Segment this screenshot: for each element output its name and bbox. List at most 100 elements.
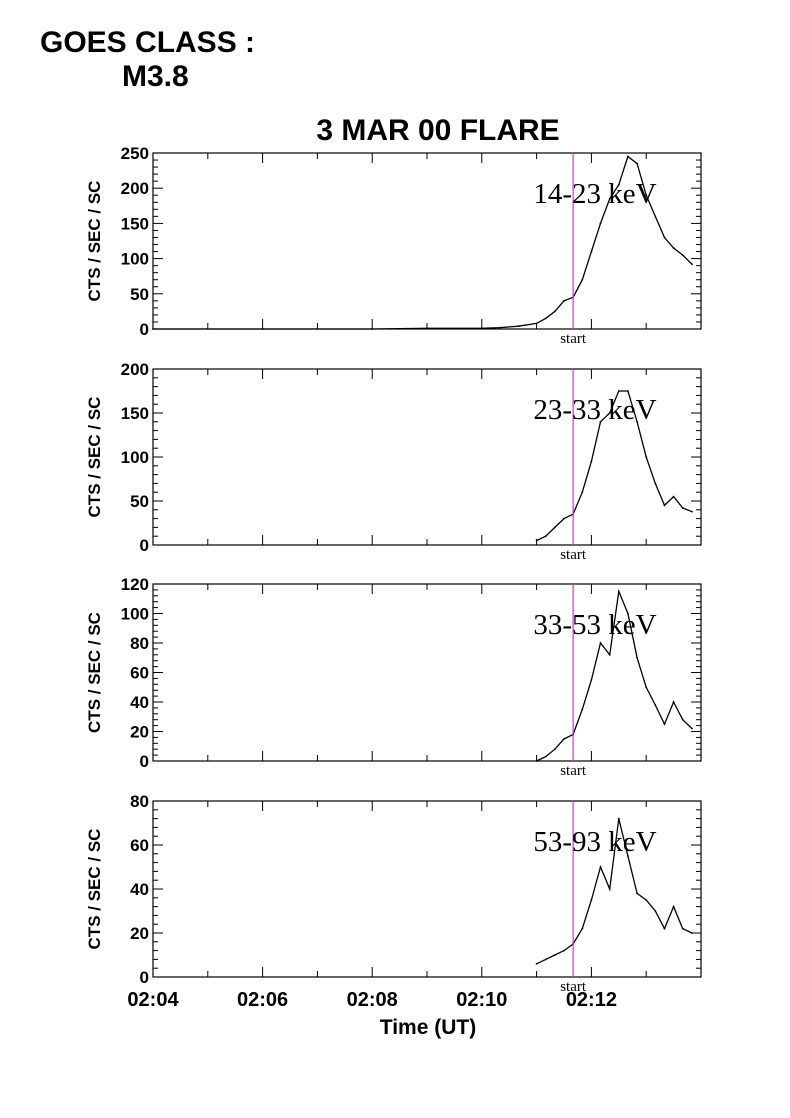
data-point [654, 910, 657, 912]
data-point [672, 701, 675, 703]
data-point [691, 510, 693, 513]
data-point [599, 420, 602, 423]
data-point [608, 197, 611, 200]
data-point [581, 491, 584, 494]
energy-band-label: 33-53 keV [533, 609, 656, 641]
data-point [636, 656, 638, 659]
data-point [636, 162, 638, 165]
panel-1: 0 50 100 150 200 250 CTS / SEC / SC start 14-23 … [85, 144, 702, 347]
data-point [608, 412, 611, 414]
start-marker-label: start [560, 763, 587, 779]
energy-band-label: 14-23 keV [533, 178, 656, 210]
data-point [426, 327, 428, 330]
series-line [536, 390, 693, 542]
data-point [627, 855, 629, 857]
data-point [645, 899, 648, 901]
data-point [672, 905, 675, 908]
panel-3: 0 20 40 60 80 100 120 CTS / SEC / SC start 33-53 … [85, 575, 702, 779]
x-tick-label: 02:08 [347, 989, 398, 1011]
data-point [645, 456, 648, 458]
data-point [554, 526, 556, 529]
data-point [663, 927, 666, 930]
y-tick-label: 50 [130, 285, 149, 304]
data-point [599, 642, 602, 644]
data-point [371, 328, 374, 330]
y-axis-label: CTS / SEC / SC [85, 397, 104, 518]
start-marker-label: start [560, 331, 587, 347]
data-point [554, 748, 556, 751]
y-tick-label: 200 [121, 179, 149, 198]
y-tick-label: 250 [121, 144, 149, 163]
data-point [663, 236, 666, 239]
data-point [563, 517, 565, 520]
data-point [581, 708, 584, 711]
goes-class-label: GOES CLASS : [40, 26, 256, 59]
goes-class-value: M3.8 [122, 60, 189, 93]
data-point [480, 327, 483, 330]
data-point [608, 653, 611, 656]
y-tick-label: 120 [121, 575, 149, 594]
data-point [599, 222, 602, 225]
x-tick-label: 02:12 [566, 989, 617, 1011]
data-point [672, 495, 675, 498]
y-tick-label: 20 [130, 924, 149, 943]
y-tick-label: 50 [130, 492, 149, 511]
data-point [617, 590, 620, 593]
data-point [563, 949, 565, 952]
data-point [535, 539, 538, 542]
data-point [517, 325, 520, 328]
data-point [672, 247, 675, 249]
data-point [617, 390, 620, 392]
data-point [654, 482, 657, 485]
goes-class-annotation: GOES CLASS : M3.8 [40, 26, 255, 94]
data-point [554, 954, 556, 956]
data-point [261, 328, 264, 330]
y-tick-label: 200 [121, 360, 149, 379]
y-axis-label: CTS / SEC / SC [85, 181, 104, 302]
data-point [535, 760, 538, 762]
data-point [691, 932, 693, 934]
data-point [590, 679, 593, 681]
data-point [691, 263, 693, 266]
y-tick-label: 100 [121, 250, 149, 269]
data-point [563, 738, 565, 740]
y-tick-label: 150 [121, 214, 149, 233]
y-tick-label: 0 [140, 968, 149, 987]
y-tick-label: 60 [130, 836, 149, 855]
data-point [645, 686, 648, 689]
data-point [544, 535, 547, 538]
y-tick-label: 60 [130, 664, 149, 683]
start-marker-label: start [560, 547, 587, 563]
data-point [645, 194, 648, 197]
data-point [544, 755, 547, 758]
chart-title: 3 MAR 00 FLARE [316, 114, 559, 147]
data-point [627, 155, 629, 158]
y-tick-label: 20 [130, 723, 149, 742]
data-point [535, 322, 538, 325]
data-point [663, 723, 666, 725]
energy-band-label: 53-93 keV [533, 826, 656, 858]
data-point [627, 390, 629, 392]
data-point [535, 962, 538, 965]
data-point [654, 215, 657, 218]
data-point [681, 927, 684, 930]
series-line [536, 818, 693, 965]
data-point [590, 899, 593, 901]
y-tick-label: 100 [121, 605, 149, 624]
data-point [617, 183, 620, 186]
x-tick-label: 02:06 [237, 989, 288, 1011]
data-point [608, 888, 611, 890]
data-point [691, 727, 693, 730]
data-point [590, 460, 593, 463]
data-point [681, 254, 684, 256]
data-point [599, 866, 602, 868]
data-point [544, 317, 547, 320]
y-tick-label: 80 [130, 792, 149, 811]
x-tick-label: 02:04 [127, 989, 179, 1011]
y-axis-label: CTS / SEC / SC [85, 612, 104, 733]
y-axis-label: CTS / SEC / SC [85, 829, 104, 950]
x-axis-label: Time (UT) [380, 1016, 476, 1039]
series-line [536, 588, 693, 762]
data-point [581, 927, 584, 930]
